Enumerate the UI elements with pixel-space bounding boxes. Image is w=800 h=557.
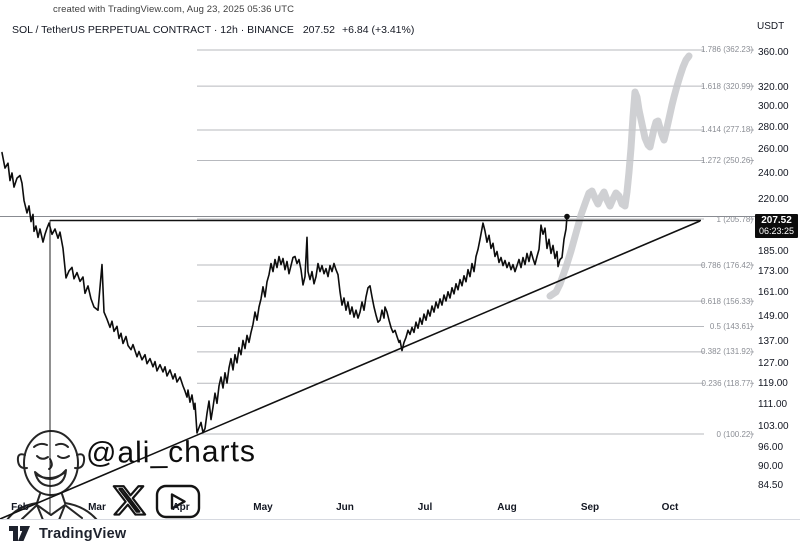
fib-label-0.236: 0.236 (118.77) [701, 378, 753, 388]
projection-arrow-path[interactable] [546, 52, 693, 300]
price-tick-300.00: 300.00 [758, 101, 789, 113]
time-tick-Jun: Jun [336, 502, 354, 513]
fib-label-1.786: 1.786 (362.23) [700, 45, 753, 55]
symbol-title[interactable]: SOL / TetherUS PERPETUAL CONTRACT · 12h … [12, 24, 294, 36]
fib-label-1.272: 1.272 (250.26) [700, 156, 753, 166]
ascending-trendline[interactable] [0, 220, 701, 520]
price-series-line [1, 151, 570, 434]
price-tick-90.00: 90.00 [758, 461, 784, 473]
price-polyline [1, 151, 568, 434]
symbol-last-price: 207.52 [302, 24, 335, 36]
time-tick-Apr: Apr [172, 502, 190, 513]
price-tick-84.50: 84.50 [758, 480, 784, 492]
price-tick-119.00: 119.00 [758, 377, 788, 389]
fib-label-1.618: 1.618 (320.99) [700, 81, 753, 91]
last-price-dot [564, 213, 570, 220]
trendline-drawings[interactable] [0, 219, 701, 520]
badge-price: 207.52 [761, 214, 792, 226]
price-tick-127.00: 127.00 [758, 358, 789, 370]
price-tick-96.00: 96.00 [758, 441, 784, 453]
time-axis-separator [0, 519, 800, 520]
fib-label-0.786: 0.786 (176.42) [700, 260, 753, 270]
fib-label-0.618: 0.618 (156.33) [700, 296, 753, 306]
ali-charts-avatar-doodle [6, 430, 98, 519]
watermark-handle: @ali_charts [85, 435, 257, 470]
badge-countdown: 06:23:25 [758, 225, 795, 236]
tradingview-logo-text: TradingView [39, 526, 127, 542]
symbol-info-bar: SOL / TetherUS PERPETUAL CONTRACT · 12h … [12, 24, 414, 36]
currency-unit-label[interactable]: USDT [757, 21, 785, 32]
price-tick-161.00: 161.00 [758, 287, 789, 299]
price-tick-173.00: 173.00 [758, 265, 789, 277]
time-tick-Aug: Aug [497, 502, 517, 513]
x-twitter-icon [112, 485, 147, 516]
price-tick-320.00: 320.00 [758, 82, 789, 94]
price-tick-220.00: 220.00 [758, 194, 789, 206]
fib-label-0: 0 (100.22) [716, 429, 753, 439]
symbol-price-change: +6.84 (+3.41%) [341, 24, 415, 36]
youtube-icon [155, 484, 201, 519]
created-with-note: created with TradingView.com, Aug 23, 20… [53, 4, 295, 15]
price-tick-185.00: 185.00 [758, 245, 789, 257]
time-tick-Sep: Sep [580, 502, 600, 513]
price-tick-149.00: 149.00 [758, 310, 789, 322]
fib-label-0.5: 0.5 (143.61) [709, 322, 753, 332]
price-tick-137.00: 137.00 [758, 335, 789, 347]
price-tick-103.00: 103.00 [758, 420, 789, 432]
time-tick-Mar: Mar [88, 502, 106, 513]
time-tick-Feb: Feb [11, 502, 29, 513]
price-tick-260.00: 260.00 [758, 144, 789, 156]
time-tick-Jul: Jul [417, 502, 433, 513]
price-tick-280.00: 280.00 [758, 121, 789, 133]
time-tick-Oct: Oct [661, 502, 679, 513]
time-tick-May: May [253, 502, 273, 513]
fib-label-1: 1 (205.78) [716, 214, 753, 224]
last-price-badge: 207.52 06:23:25 [755, 213, 798, 238]
tradingview-logo-icon [9, 526, 30, 541]
tradingview-logo[interactable]: TradingView [8, 525, 126, 543]
fib-label-1.414: 1.414 (277.18) [700, 125, 753, 135]
fib-label-0.382: 0.382 (131.92) [700, 347, 753, 357]
price-tick-360.00: 360.00 [758, 46, 789, 58]
price-tick-111.00: 111.00 [758, 398, 788, 410]
projection-arrow-drawing[interactable] [546, 52, 693, 300]
price-tick-240.00: 240.00 [758, 168, 789, 180]
